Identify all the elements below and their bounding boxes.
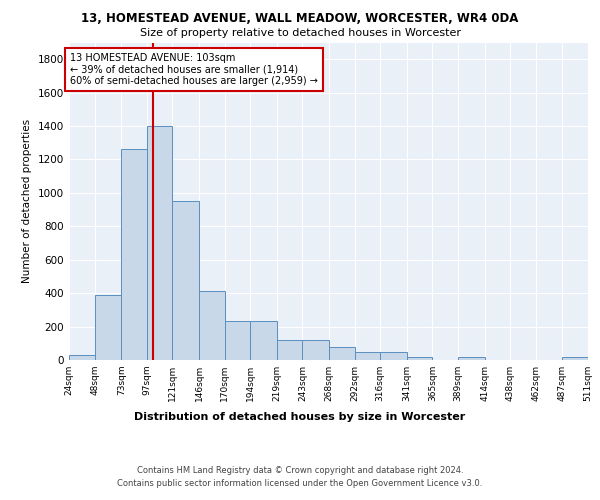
Bar <box>407 356 433 360</box>
Bar <box>355 352 380 360</box>
Text: 13, HOMESTEAD AVENUE, WALL MEADOW, WORCESTER, WR4 0DA: 13, HOMESTEAD AVENUE, WALL MEADOW, WORCE… <box>82 12 518 26</box>
Bar <box>250 320 277 360</box>
Bar <box>121 150 147 360</box>
Text: Size of property relative to detached houses in Worcester: Size of property relative to detached ho… <box>139 28 461 38</box>
Bar <box>199 290 224 360</box>
Bar <box>224 320 250 360</box>
Bar <box>302 340 329 360</box>
Bar <box>147 126 172 360</box>
Bar <box>95 295 121 360</box>
Bar <box>172 201 199 360</box>
Y-axis label: Number of detached properties: Number of detached properties <box>22 119 32 284</box>
Text: Contains HM Land Registry data © Crown copyright and database right 2024.
Contai: Contains HM Land Registry data © Crown c… <box>118 466 482 487</box>
Bar <box>380 352 407 360</box>
Bar <box>329 348 355 360</box>
Bar <box>562 356 588 360</box>
Bar <box>458 356 485 360</box>
Text: Distribution of detached houses by size in Worcester: Distribution of detached houses by size … <box>134 412 466 422</box>
Text: 13 HOMESTEAD AVENUE: 103sqm
← 39% of detached houses are smaller (1,914)
60% of : 13 HOMESTEAD AVENUE: 103sqm ← 39% of det… <box>70 52 318 86</box>
Bar <box>277 340 302 360</box>
Bar <box>69 355 95 360</box>
